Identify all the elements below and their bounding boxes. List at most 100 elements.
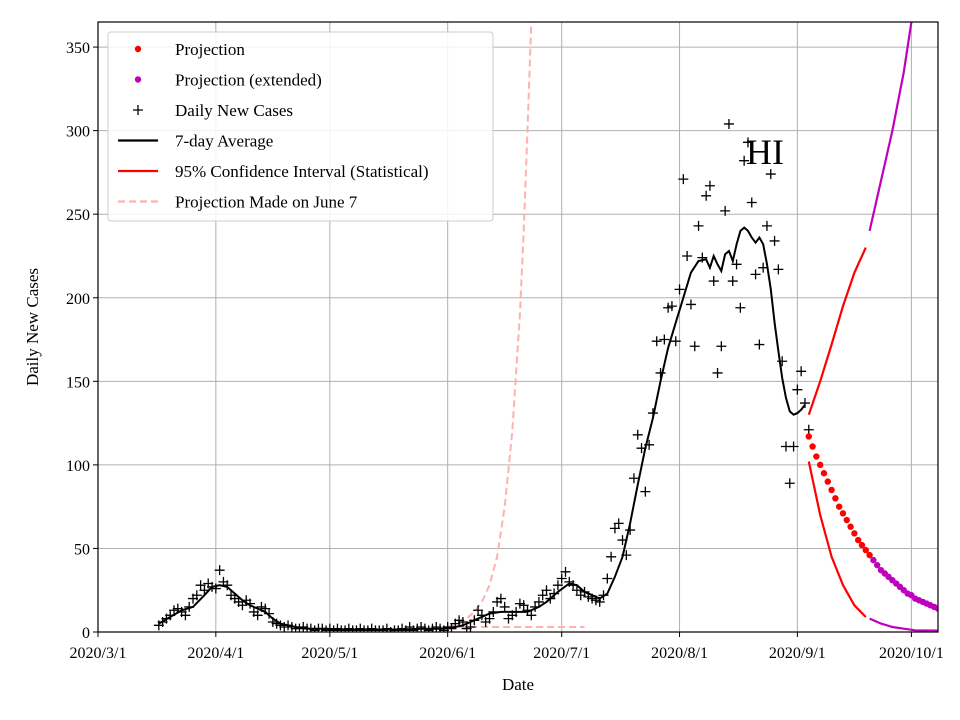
legend-label-avg7: 7-day Average xyxy=(175,132,273,151)
daily-case-marker xyxy=(606,551,617,562)
x-axis-label: Date xyxy=(502,675,534,694)
daily-case-marker xyxy=(682,250,693,261)
daily-case-marker xyxy=(769,235,780,246)
daily-case-marker xyxy=(678,174,689,185)
daily-case-marker xyxy=(465,621,476,632)
projection-point xyxy=(824,478,831,485)
daily-case-marker xyxy=(651,336,662,347)
daily-case-marker xyxy=(750,269,761,280)
daily-case-marker xyxy=(621,550,632,561)
daily-case-marker xyxy=(792,384,803,395)
daily-case-marker xyxy=(469,615,480,626)
projection-extended-point xyxy=(934,605,938,612)
daily-case-marker xyxy=(195,580,206,591)
daily-case-marker xyxy=(708,276,719,287)
daily-case-marker xyxy=(693,220,704,231)
legend-label-daily: Daily New Cases xyxy=(175,101,293,120)
projection-point xyxy=(847,523,854,530)
daily-case-marker xyxy=(644,439,655,450)
daily-case-marker xyxy=(765,169,776,180)
daily-case-marker xyxy=(773,264,784,275)
x-tick-label: 2020/4/1 xyxy=(187,645,244,662)
x-tick-label: 2020/9/1 xyxy=(769,645,826,662)
daily-case-marker xyxy=(742,137,753,148)
projection-point xyxy=(832,495,839,502)
daily-case-marker xyxy=(617,535,628,546)
legend-marker-projection_ext xyxy=(134,76,142,83)
daily-case-marker xyxy=(613,518,624,529)
daily-case-marker xyxy=(701,190,712,201)
daily-case-marker xyxy=(594,596,605,607)
legend-marker-daily xyxy=(133,105,143,115)
x-tick-label: 2020/6/1 xyxy=(419,645,476,662)
legend-label-ci: 95% Confidence Interval (Statistical) xyxy=(175,162,429,181)
y-tick-label: 0 xyxy=(82,625,90,642)
plot-area xyxy=(153,22,945,632)
projection-point xyxy=(820,470,828,477)
daily-case-marker xyxy=(222,580,233,591)
daily-case-marker xyxy=(537,590,548,601)
legend-label-projection: Projection xyxy=(175,40,245,59)
daily-case-marker xyxy=(252,610,263,621)
daily-case-marker xyxy=(533,596,544,607)
daily-case-marker xyxy=(526,610,537,621)
daily-case-marker xyxy=(165,610,176,621)
daily-case-marker xyxy=(697,252,708,263)
daily-case-marker xyxy=(640,486,651,497)
projection-point xyxy=(839,510,847,517)
daily-case-marker xyxy=(191,590,202,601)
daily-case-marker xyxy=(746,197,757,208)
daily-case-marker xyxy=(560,566,571,577)
daily-case-marker xyxy=(731,259,742,270)
ci-upper-extended-line xyxy=(868,22,913,232)
daily-case-marker xyxy=(674,284,685,295)
projection-point xyxy=(816,461,824,469)
legend-label-june7: Projection Made on June 7 xyxy=(175,193,358,212)
daily-case-marker xyxy=(754,339,765,350)
y-tick-label: 250 xyxy=(66,207,90,224)
daily-case-marker xyxy=(803,424,814,435)
projection-point xyxy=(858,541,866,549)
daily-case-marker xyxy=(579,586,590,597)
plot-frame xyxy=(97,21,939,633)
daily-case-marker xyxy=(457,616,468,627)
ci-lower-extended-line xyxy=(869,617,938,632)
daily-case-marker xyxy=(210,583,221,594)
x-tick-label: 2020/7/1 xyxy=(533,645,590,662)
ci-lower-line xyxy=(807,461,867,618)
projection-point xyxy=(813,453,820,460)
daily-case-marker xyxy=(625,525,636,536)
daily-case-marker xyxy=(739,155,750,166)
projection-point xyxy=(851,530,858,537)
daily-case-marker xyxy=(385,627,396,632)
projection-extended-point xyxy=(939,607,945,613)
x-tick-label: 2020/10/1 xyxy=(879,645,944,662)
x-axis-ticks: 2020/3/1 2020/4/1 2020/5/1 2020/6/1 2020/7/1… xyxy=(70,632,944,662)
projection-point xyxy=(862,546,869,554)
legend-marker-projection xyxy=(134,45,142,53)
daily-case-marker xyxy=(499,601,510,612)
daily-case-marker xyxy=(473,605,484,616)
daily-case-marker xyxy=(735,302,746,313)
legend-box xyxy=(107,31,494,222)
daily-case-marker xyxy=(552,580,563,591)
daily-case-marker xyxy=(495,593,506,604)
y-axis-ticks: 0 50 100 150 200 250 300 350 xyxy=(66,40,98,642)
daily-case-marker xyxy=(214,565,225,576)
daily-case-marker xyxy=(628,473,639,484)
daily-case-marker xyxy=(511,606,522,617)
y-tick-label: 350 xyxy=(66,40,90,57)
daily-case-marker xyxy=(484,613,495,624)
daily-case-marker xyxy=(541,585,552,596)
daily-case-marker xyxy=(571,585,582,596)
projection-point xyxy=(843,516,850,524)
projection-extended-point xyxy=(870,556,877,564)
daily-case-marker xyxy=(602,573,613,584)
daily-case-marker xyxy=(549,588,560,599)
daily-case-marker xyxy=(647,408,658,419)
state-annotation: HI xyxy=(746,132,784,172)
june7-projection-line xyxy=(447,22,533,628)
daily-case-marker xyxy=(264,608,275,619)
